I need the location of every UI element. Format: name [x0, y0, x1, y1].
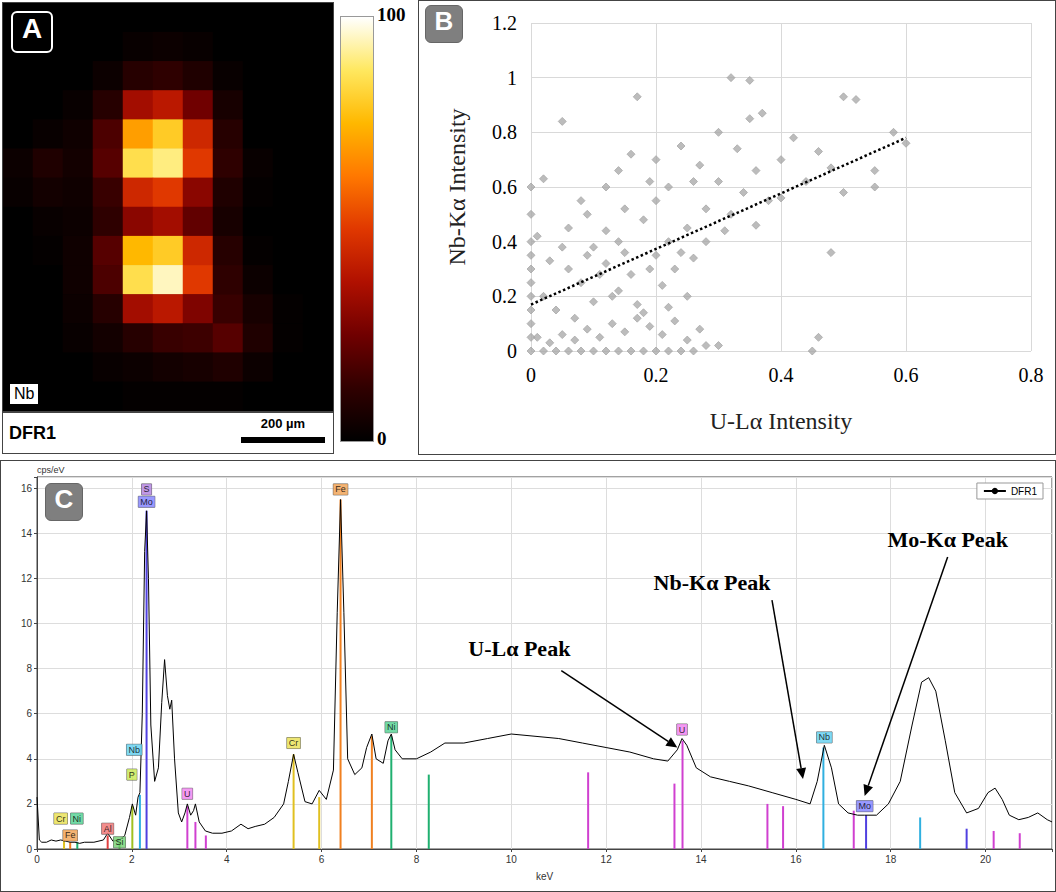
svg-text:Si: Si [116, 837, 124, 847]
svg-text:0.2: 0.2 [492, 285, 517, 307]
svg-text:0: 0 [26, 844, 32, 855]
svg-text:16: 16 [21, 483, 33, 494]
svg-text:10: 10 [506, 854, 518, 865]
svg-text:Nb-Kα Peak: Nb-Kα Peak [654, 570, 772, 595]
svg-text:U-Lα Peak: U-Lα Peak [468, 636, 571, 661]
svg-text:0: 0 [526, 364, 536, 386]
html-text:200 µm: 200 µm [260, 416, 306, 431]
svg-text:1: 1 [507, 67, 517, 89]
svg-text:S: S [144, 484, 150, 494]
svg-text:Al: Al [104, 824, 112, 834]
svg-text:U: U [184, 789, 191, 799]
svg-text:Cr: Cr [289, 738, 299, 748]
svg-text:6: 6 [319, 854, 325, 865]
html-text:Nb: Nb [14, 385, 35, 402]
html-text:0: 0 [377, 428, 387, 449]
svg-text:14: 14 [695, 854, 707, 865]
svg-text:6: 6 [26, 708, 32, 719]
svg-text:0.6: 0.6 [894, 364, 919, 386]
svg-text:10: 10 [21, 618, 33, 629]
svg-text:2: 2 [26, 798, 32, 809]
svg-text:0: 0 [34, 854, 40, 865]
svg-text:0.4: 0.4 [492, 231, 517, 253]
svg-text:12: 12 [601, 854, 613, 865]
svg-text:12: 12 [21, 573, 33, 584]
svg-text:0.6: 0.6 [492, 176, 517, 198]
svg-text:Mo: Mo [140, 497, 153, 507]
svg-text:keV: keV [536, 871, 554, 882]
svg-text:4: 4 [224, 854, 230, 865]
svg-text:8: 8 [414, 854, 420, 865]
svg-text:Mo-Kα Peak: Mo-Kα Peak [887, 527, 1008, 552]
svg-text:U: U [679, 725, 686, 735]
html-text:B: B [434, 6, 454, 36]
svg-text:Mo: Mo [858, 801, 871, 811]
svg-text:20: 20 [980, 854, 992, 865]
svg-text:cps/eV: cps/eV [37, 465, 65, 475]
svg-text:16: 16 [790, 854, 802, 865]
html-text:100: 100 [377, 4, 406, 25]
svg-text:DFR1: DFR1 [1011, 486, 1038, 497]
svg-text:Nb-Kα Intensity: Nb-Kα Intensity [444, 108, 470, 265]
svg-text:Ni: Ni [387, 722, 396, 732]
svg-text:1.2: 1.2 [492, 12, 517, 34]
html-text:DFR1: DFR1 [9, 423, 56, 443]
svg-text:14: 14 [21, 528, 33, 539]
svg-text:P: P [129, 770, 135, 780]
svg-text:0: 0 [507, 340, 517, 362]
svg-text:U-Lα Intensity: U-Lα Intensity [710, 408, 853, 434]
svg-text:Ni: Ni [73, 814, 82, 824]
html-text:A: A [21, 13, 43, 44]
svg-text:0.2: 0.2 [644, 364, 669, 386]
svg-text:Cr: Cr [56, 814, 65, 824]
html-text:C: C [54, 484, 74, 514]
svg-text:0.8: 0.8 [492, 121, 517, 143]
svg-text:Fe: Fe [65, 830, 76, 840]
svg-text:0.8: 0.8 [1019, 364, 1044, 386]
svg-text:Fe: Fe [335, 484, 346, 494]
svg-text:Nb: Nb [819, 732, 831, 742]
svg-text:4: 4 [26, 753, 32, 764]
svg-text:2: 2 [129, 854, 135, 865]
svg-text:18: 18 [885, 854, 897, 865]
svg-text:0.4: 0.4 [769, 364, 794, 386]
svg-text:Nb: Nb [128, 745, 140, 755]
svg-text:8: 8 [26, 663, 32, 674]
